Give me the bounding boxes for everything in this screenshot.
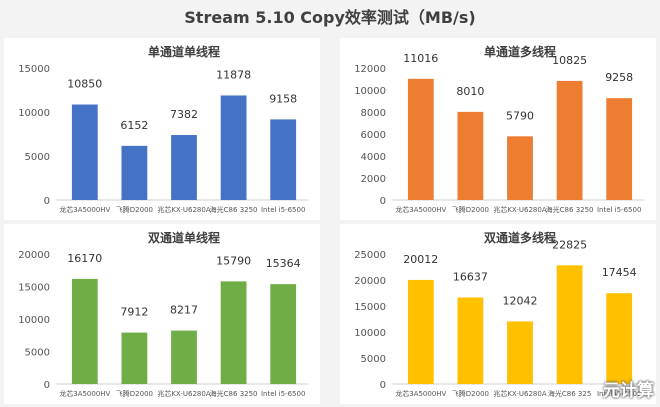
chart-panel-1: 单通道单线程 0 5000 10000 15000 10850 龙芯3A5000HV 6152… xyxy=(4,38,320,220)
bar xyxy=(407,279,434,384)
x-tick-label: 兆芯KX-U6280A xyxy=(157,205,211,214)
x-tick-label: 飞腾D2000 xyxy=(452,389,489,398)
data-label: 17454 xyxy=(602,266,637,279)
x-tick-label: 海光C86 325 xyxy=(548,389,591,398)
data-label: 7912 xyxy=(120,306,148,319)
x-tick-label: 飞腾D2000 xyxy=(116,205,153,214)
x-tick-label: 龙芯3A5000HV xyxy=(59,389,110,398)
bar xyxy=(220,95,247,200)
y-tick-label: 15000 xyxy=(18,64,50,75)
bar xyxy=(407,78,434,200)
data-label: 7382 xyxy=(170,108,198,121)
chart-svg-1: 单通道单线程 0 5000 10000 15000 10850 龙芯3A5000HV 6152… xyxy=(18,44,308,214)
x-tick-label: Intel i5-6500 xyxy=(261,206,305,214)
y-tick-label: 20000 xyxy=(18,250,50,261)
data-label: 8010 xyxy=(456,85,484,98)
bar xyxy=(556,265,583,384)
data-label: 12042 xyxy=(503,294,538,307)
chart-title: 双通道单线程 xyxy=(148,230,220,245)
y-tick-label: 10000 xyxy=(18,315,50,326)
bar xyxy=(556,80,583,200)
data-label: 11878 xyxy=(216,68,251,81)
y-tick-label: 10000 xyxy=(18,108,50,119)
x-tick-label: Intel i5-6500 xyxy=(261,390,305,398)
data-label: 10850 xyxy=(67,78,102,91)
bar xyxy=(270,119,297,200)
bar xyxy=(121,145,148,200)
y-tick-label: 15000 xyxy=(354,302,386,313)
y-tick-label: 5000 xyxy=(361,354,386,365)
data-label: 11016 xyxy=(403,52,438,65)
chart-panel-2: 单通道多线程 0 2000 4000 6000 8000 10000 12000 11016 龙芯… xyxy=(340,38,656,220)
x-tick-label: Intel i5-6500 xyxy=(597,206,641,214)
y-tick-label: 0 xyxy=(380,380,386,391)
y-tick-label: 0 xyxy=(44,196,50,207)
data-label: 8217 xyxy=(170,304,198,317)
data-label: 5790 xyxy=(506,109,534,122)
bar xyxy=(71,278,98,384)
bar xyxy=(71,104,98,200)
bar xyxy=(121,332,148,384)
y-tick-label: 20000 xyxy=(354,276,386,287)
chart-title: 单通道单线程 xyxy=(148,44,220,59)
watermark: 元计算 xyxy=(603,381,654,401)
y-tick-label: 12000 xyxy=(354,64,386,75)
y-tick-label: 15000 xyxy=(18,283,50,294)
bar xyxy=(457,297,484,384)
bar xyxy=(507,321,533,384)
y-tick-label: 10000 xyxy=(354,328,386,339)
bar xyxy=(457,111,484,200)
data-label: 9258 xyxy=(605,71,633,84)
x-tick-label: 兆芯KX-U6280A xyxy=(157,389,211,398)
chart-svg-3: 双通道单线程 0 5000 10000 15000 20000 16170 龙芯3A5000H… xyxy=(18,230,308,398)
x-tick-label: 龙芯3A5000HV xyxy=(59,205,110,214)
data-label: 15790 xyxy=(216,254,251,267)
bar xyxy=(606,98,633,200)
bar xyxy=(507,136,533,200)
x-tick-label: Intel i5-6500 xyxy=(597,390,641,398)
data-label: 6152 xyxy=(120,119,148,132)
data-label: 9158 xyxy=(269,92,297,105)
chart-svg-2: 单通道多线程 0 2000 4000 6000 8000 10000 12000 11016 龙芯… xyxy=(354,44,644,214)
bar xyxy=(171,135,197,200)
x-tick-label: 龙芯3A5000HV xyxy=(395,205,446,214)
data-label: 16170 xyxy=(67,252,102,265)
data-label: 22825 xyxy=(552,238,587,251)
bar xyxy=(270,284,297,384)
y-tick-label: 10000 xyxy=(354,86,386,97)
x-tick-label: 兆芯KX-U6280A xyxy=(493,205,547,214)
y-tick-label: 25000 xyxy=(354,250,386,261)
chart-title: 单通道多线程 xyxy=(484,44,556,59)
x-tick-label: 海光C86 3250 xyxy=(546,205,594,214)
chart-panel-3: 双通道单线程 0 5000 10000 15000 20000 16170 龙芯3A5000H… xyxy=(4,224,320,404)
bar xyxy=(220,281,247,384)
chart-title: 双通道多线程 xyxy=(484,230,556,245)
bar xyxy=(171,330,197,384)
page-title: Stream 5.10 Copy效率测试（MB/s) xyxy=(184,8,476,27)
y-tick-label: 2000 xyxy=(361,174,386,185)
x-tick-label: 海光C86 3250 xyxy=(210,205,258,214)
data-label: 16637 xyxy=(453,270,488,283)
chart-panel-4: 双通道多线程 0 5000 10000 15000 20000 25000 20012 龙芯3A… xyxy=(340,224,656,404)
y-tick-label: 0 xyxy=(380,196,386,207)
y-tick-label: 4000 xyxy=(361,152,386,163)
y-tick-label: 5000 xyxy=(25,348,50,359)
y-tick-label: 0 xyxy=(44,380,50,391)
x-tick-label: 飞腾D2000 xyxy=(452,205,489,214)
x-tick-label: 兆芯KX-U6280A xyxy=(493,389,547,398)
data-label: 20012 xyxy=(403,253,438,266)
y-tick-label: 8000 xyxy=(361,108,386,119)
x-tick-label: 龙芯3A5000HV xyxy=(395,389,446,398)
bar xyxy=(606,293,633,384)
x-tick-label: 飞腾D2000 xyxy=(116,389,153,398)
x-tick-label: 海光C86 3250 xyxy=(210,389,258,398)
chart-svg-4: 双通道多线程 0 5000 10000 15000 20000 25000 20012 龙芯3A… xyxy=(354,230,644,398)
data-label: 10825 xyxy=(552,54,587,67)
data-label: 15364 xyxy=(266,257,301,270)
y-tick-label: 5000 xyxy=(25,152,50,163)
y-tick-label: 6000 xyxy=(361,130,386,141)
